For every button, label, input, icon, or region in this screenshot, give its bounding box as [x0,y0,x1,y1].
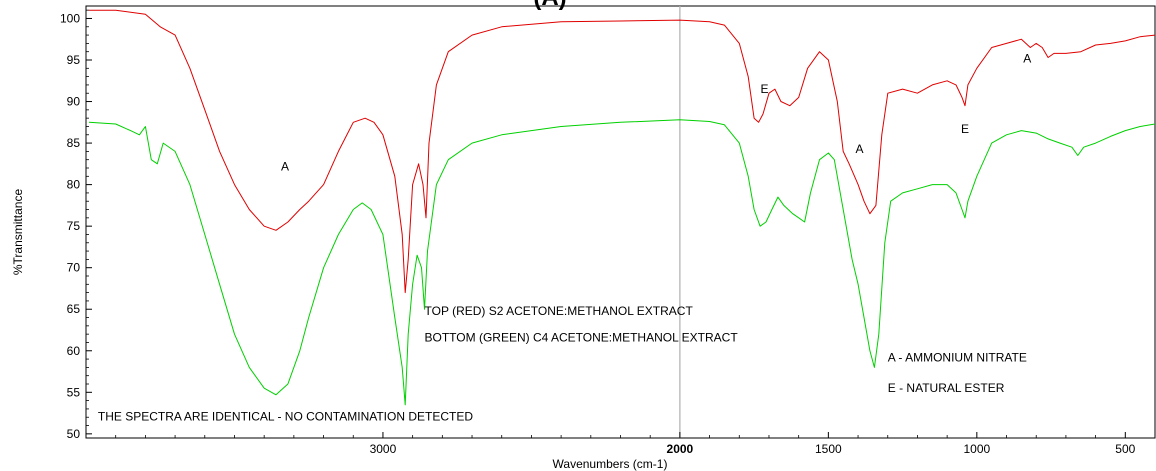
y-tick-label: 85 [67,136,81,150]
y-axis-label: %Transmittance [11,189,25,276]
annotation-text: THE SPECTRA ARE IDENTICAL - NO CONTAMINA… [98,409,473,423]
series-line-green [88,119,1156,406]
y-tick-label: 65 [67,302,81,316]
y-tick-label: 55 [67,385,81,399]
x-tick-label: 1000 [963,442,990,456]
peak-label-a: A [281,159,289,173]
series-line-red [89,9,1156,294]
y-tick-label: 50 [67,427,81,441]
annotation-text: BOTTOM (GREEN) C4 ACETONE:METHANOL EXTRA… [425,330,739,344]
y-tick-label: 75 [67,219,81,233]
plot-frame [85,5,1156,439]
x-axis-label: Wavenumbers (cm-1) [553,457,668,471]
annotation-text: A - AMMONIUM NITRATE [888,350,1027,364]
y-tick-label: 95 [67,53,81,67]
y-tick-label: 100 [60,11,80,25]
peak-label-a: A [856,142,864,156]
y-tick-label: 80 [67,178,81,192]
y-tick-label: 60 [67,344,81,358]
x-tick-label: 2000 [667,442,694,456]
x-tick-label: 3000 [370,442,397,456]
annotation-text: TOP (RED) S2 ACETONE:METHANOL EXTRACT [425,304,694,318]
peak-label-a: A [1023,51,1031,65]
annotation-text: E - NATURAL ESTER [888,381,1005,395]
peak-label-e: E [761,82,769,96]
peak-label-e: E [961,122,969,136]
x-tick-label: 500 [1115,442,1135,456]
y-tick-label: 70 [67,261,81,275]
x-tick-label: 1500 [815,442,842,456]
y-tick-label: 90 [67,95,81,109]
